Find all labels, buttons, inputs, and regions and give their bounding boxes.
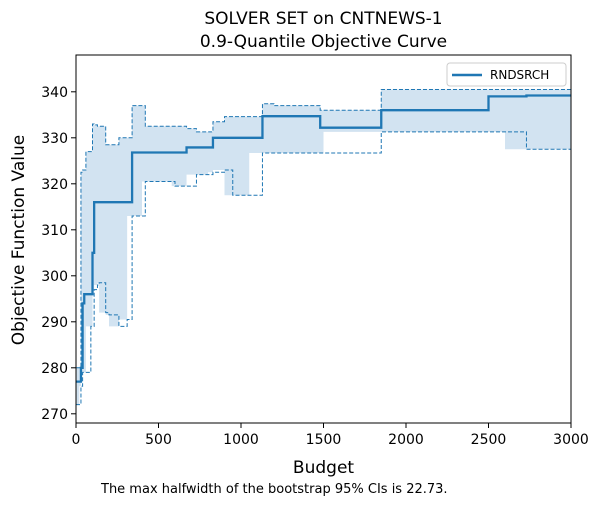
y-tick-label: 290 xyxy=(41,315,68,331)
ci-lower-bound xyxy=(76,131,571,406)
chart-title: SOLVER SET on CNTNEWS-1 xyxy=(204,9,442,29)
chart-caption: The max halfwidth of the bootstrap 95% C… xyxy=(100,482,448,497)
ci-band-fill xyxy=(76,69,571,405)
x-axis-label: Budget xyxy=(293,458,354,478)
x-tick-label: 2000 xyxy=(388,432,424,448)
y-axis-label: Objective Function Value xyxy=(9,135,29,345)
legend-box xyxy=(446,62,567,87)
y-tick-label: 320 xyxy=(41,177,68,193)
series-line-rndsrch xyxy=(76,94,571,383)
x-axis-ticks: 0 500 1000 1500 2000 2500 3000 xyxy=(72,423,589,448)
x-tick-label: 0 xyxy=(72,432,81,448)
y-tick-label: 270 xyxy=(41,407,68,423)
chart-subtitle: 0.9-Quantile Objective Curve xyxy=(200,32,447,52)
x-tick-label: 1500 xyxy=(306,432,342,448)
y-tick-label: 310 xyxy=(41,223,68,239)
y-tick-label: 330 xyxy=(41,131,68,147)
x-tick-label: 2500 xyxy=(471,432,507,448)
ci-upper-bound xyxy=(76,69,572,369)
y-tick-label: 300 xyxy=(41,269,68,285)
x-tick-label: 1000 xyxy=(223,432,259,448)
x-tick-label: 3000 xyxy=(553,432,589,448)
legend-label-rndsrch: RNDSRCH xyxy=(490,68,549,82)
y-tick-label: 280 xyxy=(41,361,68,377)
x-tick-label: 500 xyxy=(145,432,172,448)
legend: RNDSRCH xyxy=(446,62,567,87)
y-tick-label: 340 xyxy=(41,85,68,101)
y-axis-ticks: 270 280 290 300 310 320 330 340 xyxy=(41,85,76,423)
plot-area xyxy=(76,69,572,406)
